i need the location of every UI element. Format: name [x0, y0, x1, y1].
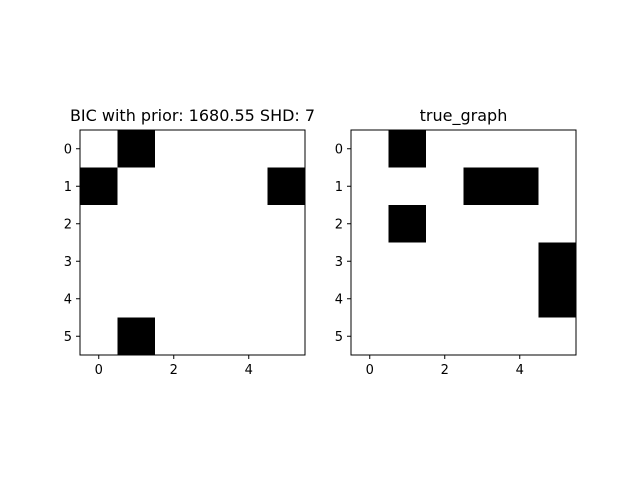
- heatmap-cell: [155, 205, 193, 243]
- heatmap-cell: [426, 205, 464, 243]
- heatmap-cell: [463, 242, 502, 281]
- heatmap-cell: [351, 280, 389, 318]
- heatmap-cell: [117, 130, 156, 168]
- heatmap-cell: [501, 167, 539, 206]
- heatmap-cell: [117, 242, 156, 281]
- y-tick-label: 5: [335, 330, 343, 345]
- heatmap-cell: [192, 130, 231, 168]
- y-tick-label: 1: [64, 180, 72, 195]
- heatmap-cell: [155, 167, 193, 206]
- y-tick-label: 4: [64, 292, 72, 307]
- heatmap-cell: [426, 130, 464, 168]
- heatmap-cell: [351, 242, 389, 281]
- heatmap-cell: [80, 130, 118, 168]
- heatmap-cell: [426, 280, 464, 318]
- heatmap-cell: [501, 130, 539, 168]
- x-tick-label: 2: [441, 363, 449, 378]
- heatmap-cell: [388, 205, 427, 243]
- plot-frame: [350, 129, 577, 356]
- heatmap-cell: [538, 205, 577, 243]
- heatmap-cell: [388, 280, 427, 318]
- heatmap-cell: [80, 242, 118, 281]
- heatmap-cell: [351, 130, 389, 168]
- heatmap-cell: [351, 167, 389, 206]
- heatmap-cell: [80, 280, 118, 318]
- heatmap-panel-true-graph: true_graph 0 2 4 0 1 2 3 4 5: [335, 106, 577, 378]
- heatmap-cell: [463, 167, 502, 206]
- heatmap-cell: [538, 280, 577, 318]
- heatmap-cell: [80, 167, 118, 206]
- heatmap-cell: [388, 167, 427, 206]
- heatmap-cell: [230, 317, 268, 356]
- y-tick-label: 3: [64, 255, 72, 270]
- heatmap-cell: [538, 130, 577, 168]
- y-tick-label: 0: [335, 142, 343, 157]
- y-tick-label: 1: [335, 180, 343, 195]
- heatmap-cell: [267, 317, 306, 356]
- x-tick-label: 2: [170, 363, 178, 378]
- heatmap-cell: [351, 205, 389, 243]
- heatmap-cell: [426, 242, 464, 281]
- y-tick-label: 2: [64, 217, 72, 232]
- heatmap-cell: [426, 167, 464, 206]
- heatmap-cell: [230, 167, 268, 206]
- heatmap-cell: [230, 280, 268, 318]
- heatmap-cell: [192, 280, 231, 318]
- heatmap-cell: [538, 242, 577, 281]
- heatmap-cell: [267, 167, 306, 206]
- heatmap-cell: [501, 205, 539, 243]
- heatmap-cell: [192, 205, 231, 243]
- y-tick-label: 2: [335, 217, 343, 232]
- plot-frame: [79, 129, 306, 356]
- heatmap-cell: [155, 242, 193, 281]
- heatmap-cell: [351, 317, 389, 356]
- heatmap-cell: [155, 317, 193, 356]
- heatmap-cell: [501, 317, 539, 356]
- heatmap-cell: [463, 317, 502, 356]
- heatmap-cell: [426, 317, 464, 356]
- heatmap-cell: [230, 205, 268, 243]
- x-tick-label: 4: [516, 363, 524, 378]
- heatmap-cell: [192, 167, 231, 206]
- x-tick-label: 0: [95, 363, 103, 378]
- y-tick-label: 0: [64, 142, 72, 157]
- x-tick-label: 4: [245, 363, 253, 378]
- y-tick-label: 3: [335, 255, 343, 270]
- chart-title: BIC with prior: 1680.55 SHD: 7: [70, 106, 315, 125]
- heatmap-cell: [155, 280, 193, 318]
- chart-title: true_graph: [420, 106, 508, 126]
- heatmap-cell: [230, 242, 268, 281]
- heatmap-cell: [155, 130, 193, 168]
- heatmap-cell: [463, 280, 502, 318]
- heatmap-cell: [80, 317, 118, 356]
- y-tick-label: 5: [64, 330, 72, 345]
- heatmap-cell: [192, 242, 231, 281]
- heatmap-cell: [267, 205, 306, 243]
- heatmap-cell: [538, 317, 577, 356]
- heatmap-cell: [388, 317, 427, 356]
- heatmap-cell: [463, 205, 502, 243]
- heatmap-cell: [192, 317, 231, 356]
- heatmap-panel-bic: BIC with prior: 1680.55 SHD: 7 0 2 4 0 1 2 3 4 5: [64, 106, 315, 378]
- heatmap-cell: [267, 130, 306, 168]
- heatmap-cell: [117, 205, 156, 243]
- heatmap-cell: [501, 280, 539, 318]
- heatmap-cell: [388, 130, 427, 168]
- y-tick-label: 4: [335, 292, 343, 307]
- heatmap-cell: [267, 280, 306, 318]
- heatmap-cell: [538, 167, 577, 206]
- heatmap-cell: [80, 205, 118, 243]
- heatmap-cell: [267, 242, 306, 281]
- heatmap-cell: [388, 242, 427, 281]
- heatmap-cell: [501, 242, 539, 281]
- heatmap-cell: [230, 130, 268, 168]
- heatmap-cell: [117, 167, 156, 206]
- heatmap-cell: [117, 280, 156, 318]
- x-tick-label: 0: [366, 363, 374, 378]
- heatmap-cell: [463, 130, 502, 168]
- heatmap-cell: [117, 317, 156, 356]
